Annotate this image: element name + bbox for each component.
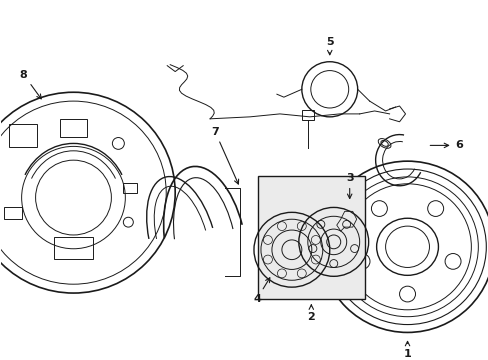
Text: 5: 5 <box>325 37 333 55</box>
Bar <box>53 237 93 258</box>
Text: 8: 8 <box>20 69 41 99</box>
Bar <box>123 183 137 193</box>
Bar <box>4 207 21 219</box>
Text: 2: 2 <box>307 305 315 322</box>
Bar <box>258 176 364 299</box>
Bar <box>9 124 37 147</box>
Text: 3: 3 <box>345 173 353 198</box>
Bar <box>301 110 313 120</box>
Text: 6: 6 <box>429 140 462 150</box>
Text: 4: 4 <box>252 278 269 304</box>
Text: 7: 7 <box>211 127 238 184</box>
Bar <box>60 119 87 136</box>
Text: 1: 1 <box>403 341 410 359</box>
